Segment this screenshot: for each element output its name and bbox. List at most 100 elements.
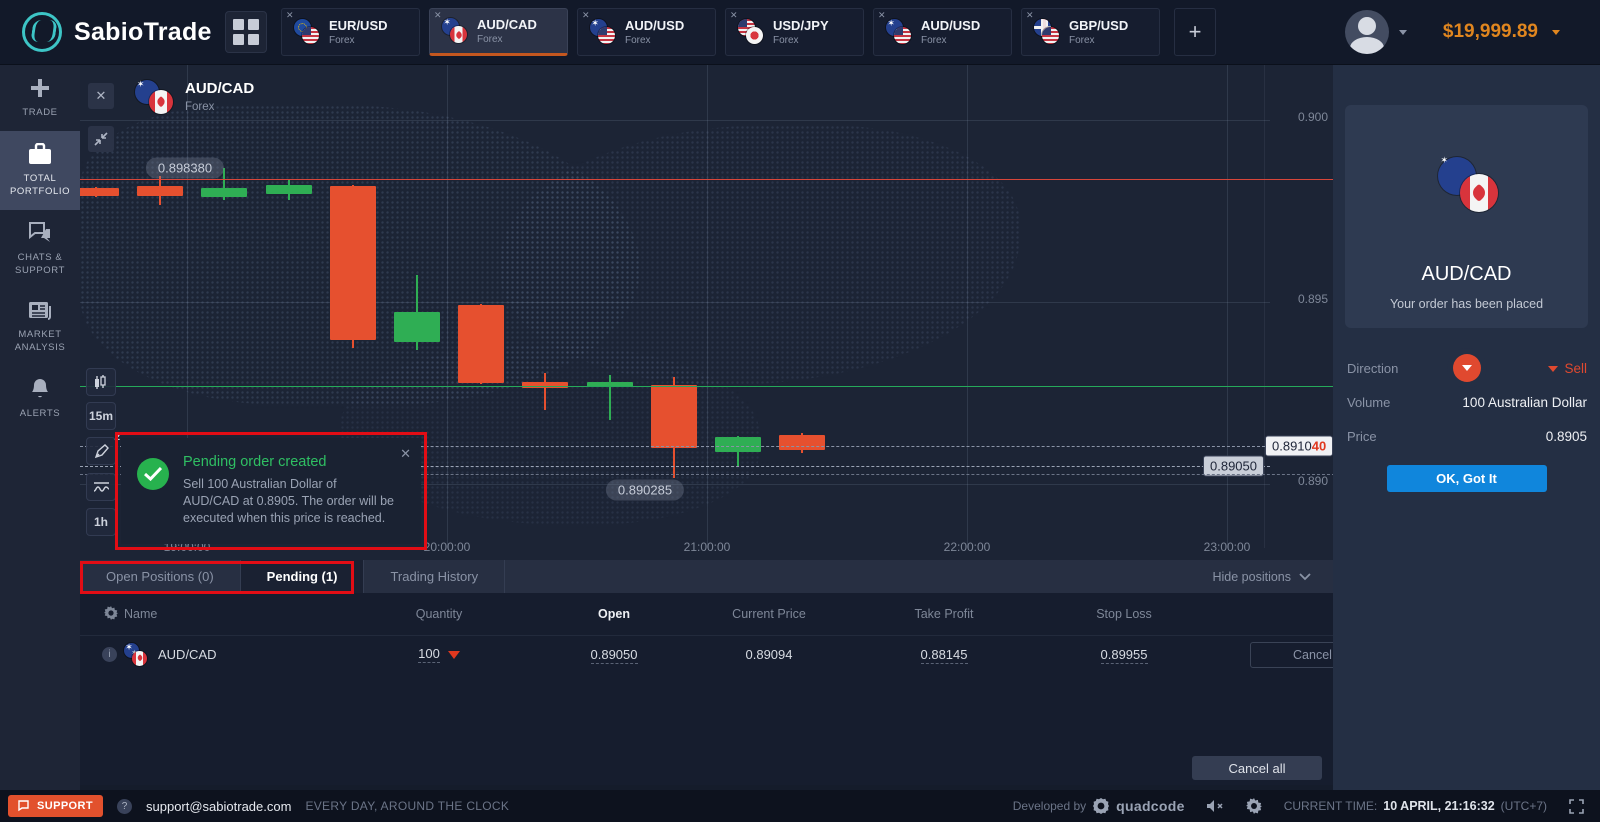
- close-tab-icon[interactable]: ✕: [434, 10, 442, 20]
- add-instrument-button[interactable]: +: [1174, 8, 1216, 56]
- positions-tab-trading-history[interactable]: Trading History: [364, 560, 506, 593]
- grid-vline: [1227, 65, 1228, 548]
- candle-wick: [223, 168, 226, 201]
- row-open-price[interactable]: 0.89050: [590, 647, 638, 664]
- sidebar-item-label: TOTAL PORTFOLIO: [9, 173, 71, 197]
- pair-flag-icon: [738, 19, 764, 45]
- ok-got-it-button[interactable]: OK, Got It: [1386, 465, 1547, 492]
- candle-down: [779, 65, 826, 560]
- candle-up: [715, 65, 761, 560]
- availability-text: EVERY DAY, AROUND THE CLOCK: [305, 799, 510, 813]
- candle-down: [80, 65, 119, 560]
- sidebar-item-alerts[interactable]: ALERTS: [0, 366, 80, 432]
- grid-vline: [187, 65, 188, 548]
- us-flag-icon: [598, 27, 615, 44]
- instrument-tab-aud-cad[interactable]: ✕ AUD/CAD Forex: [429, 8, 568, 56]
- price-row: Price 0.8905: [1347, 429, 1587, 444]
- balance-chevron-icon[interactable]: [1552, 29, 1560, 35]
- positions-panel: Open Positions (0) Pending (1) Trading His…: [80, 560, 1375, 785]
- chart-area[interactable]: 0.898380 0.891040 0.89050 0.890285 19:00:00…: [80, 65, 1333, 560]
- volume-row: Volume 100 Australian Dollar: [1347, 395, 1587, 410]
- sell-triangle-icon: [447, 650, 460, 659]
- grid-hline: [80, 302, 1270, 303]
- instrument-tab-aud-usd[interactable]: ✕ AUD/USD Forex: [577, 8, 716, 56]
- grid-vline: [967, 65, 968, 548]
- candle-body: [265, 185, 312, 194]
- chart-type-button[interactable]: [86, 368, 116, 396]
- balance-amount[interactable]: $19,999.89: [1442, 21, 1538, 42]
- instrument-tab-usd-jpy[interactable]: ✕ USD/JPY Forex: [725, 8, 864, 56]
- close-tab-icon[interactable]: ✕: [730, 10, 738, 20]
- bell-icon: [30, 378, 50, 400]
- support-email[interactable]: support@sabiotrade.com: [146, 798, 292, 814]
- candle-wick: [544, 372, 547, 411]
- close-tab-icon[interactable]: ✕: [1026, 10, 1034, 20]
- avatar[interactable]: [1344, 10, 1389, 54]
- support-button[interactable]: SUPPORT: [8, 795, 103, 817]
- candle-down: [650, 65, 697, 560]
- timeframe-1h-button[interactable]: 1h: [86, 508, 116, 536]
- price-line-solid: [80, 178, 1333, 180]
- col-take-profit[interactable]: Take Profit: [914, 607, 974, 621]
- indicators-button[interactable]: [86, 473, 116, 501]
- instrument-tab-eur-usd[interactable]: ✕ EUR/USD Forex: [281, 8, 420, 56]
- col-stop-loss[interactable]: Stop Loss: [1096, 607, 1152, 621]
- sidebar-item-market-analysis[interactable]: MARKET ANALYSIS: [0, 289, 80, 366]
- col-open[interactable]: Open: [598, 607, 630, 621]
- candle-body: [394, 311, 440, 343]
- close-tab-icon[interactable]: ✕: [582, 10, 590, 20]
- tab-texts: EUR/USD Forex: [329, 18, 388, 46]
- table-settings-gear-icon[interactable]: [104, 605, 124, 623]
- positions-table-header: Name Quantity Open Current Price Take Pr…: [80, 593, 1333, 635]
- account-chevron-icon[interactable]: [1398, 29, 1407, 35]
- positions-tab-open-positions-[interactable]: Open Positions (0): [80, 560, 241, 593]
- settings-gear-icon[interactable]: [1245, 798, 1262, 814]
- brand[interactable]: SabioTrade: [0, 12, 225, 52]
- mute-icon[interactable]: [1206, 799, 1224, 813]
- tab-texts: AUD/CAD Forex: [477, 17, 537, 45]
- candle-body: [779, 435, 826, 451]
- fullscreen-icon[interactable]: [1569, 798, 1584, 814]
- instrument-tab-aud-usd[interactable]: ✕ AUD/USD Forex: [873, 8, 1012, 56]
- chart-instrument-title: AUD/CAD: [185, 80, 255, 97]
- instrument-tabs: ✕EUR/USDForex✕AUD/CADForex✕AUD/USDForex✕…: [281, 8, 1160, 56]
- x-axis-label: 21:00:00: [683, 540, 731, 554]
- positions-tab-pending-[interactable]: Pending (1): [240, 560, 365, 593]
- col-current-price[interactable]: Current Price: [732, 607, 806, 621]
- row-stop-loss[interactable]: 0.89955: [1100, 647, 1148, 664]
- order-card: AUD/CAD Your order has been placed: [1345, 105, 1588, 388]
- sell-triangle-icon: [1548, 365, 1559, 372]
- layout-grid-button[interactable]: [225, 11, 267, 53]
- sidebar-item-trade[interactable]: TRADE: [0, 65, 80, 131]
- x-axis-label: 23:00:00: [1203, 540, 1251, 554]
- timeframe-15m-button[interactable]: 15m: [86, 402, 116, 430]
- row-take-profit[interactable]: 0.88145: [920, 647, 968, 664]
- row-quantity[interactable]: 100: [418, 646, 440, 663]
- hide-positions-toggle[interactable]: Hide positions: [1212, 560, 1333, 593]
- instrument-tab-gbp-usd[interactable]: ✕ GBP/USD Forex: [1021, 8, 1160, 56]
- tab-type-label: Forex: [1069, 35, 1095, 46]
- close-tab-icon[interactable]: ✕: [878, 10, 886, 20]
- sidebar-item-chats-support[interactable]: CHATS & SUPPORT: [0, 210, 80, 289]
- sell-direction-bubble: [1446, 348, 1487, 388]
- jp-flag-icon: [746, 27, 763, 44]
- price-value: 0.8905: [1545, 429, 1587, 444]
- notification-close-icon[interactable]: ✕: [400, 446, 411, 461]
- col-quantity[interactable]: Quantity: [415, 607, 463, 621]
- candle-body: [715, 437, 761, 452]
- candle-wick: [608, 375, 611, 420]
- candle-down: [522, 65, 569, 560]
- close-chart-button[interactable]: ✕: [88, 83, 114, 109]
- sidebar-item-label: CHATS & SUPPORT: [15, 252, 65, 276]
- col-name[interactable]: Name: [124, 607, 158, 621]
- candle-body: [586, 381, 633, 387]
- cancel-all-button[interactable]: Cancel all: [1192, 756, 1322, 780]
- volume-value: 100 Australian Dollar: [1462, 395, 1587, 410]
- sidebar-item-total-portfolio[interactable]: TOTAL PORTFOLIO: [0, 131, 80, 210]
- collapse-chart-button[interactable]: [88, 126, 114, 152]
- candle-up: [265, 65, 312, 560]
- close-tab-icon[interactable]: ✕: [286, 10, 294, 20]
- info-icon[interactable]: i: [102, 647, 117, 662]
- notification-body: Sell 100 Australian Dollar of AUD/CAD at…: [183, 477, 394, 525]
- drawing-tools-button[interactable]: 2: [86, 432, 120, 465]
